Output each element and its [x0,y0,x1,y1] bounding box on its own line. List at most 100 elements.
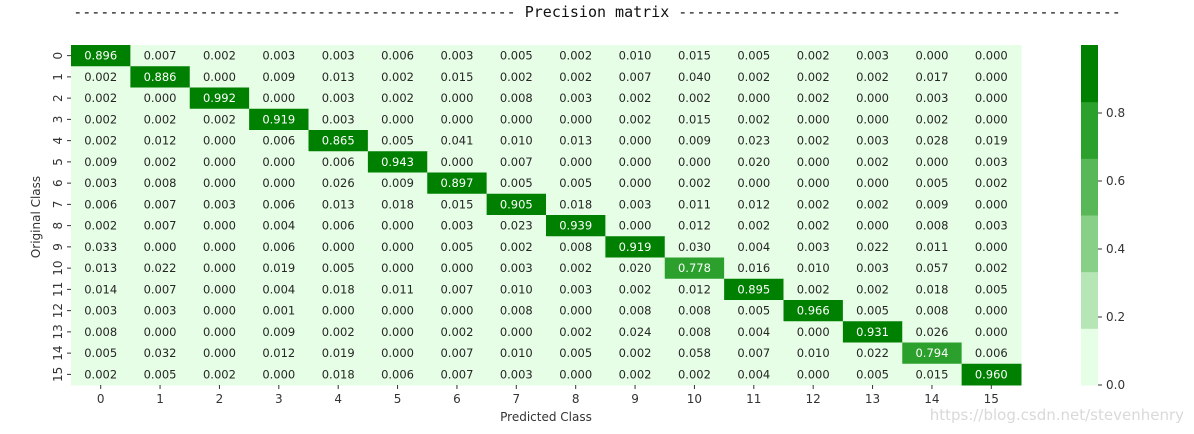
heatmap-cell [902,108,963,131]
cell-value-label: 0.019 [975,134,1008,148]
cell-value-label: 0.000 [203,176,236,190]
x-tick-label: 3 [275,392,283,406]
cell-value-label: 0.012 [678,219,711,233]
cell-value-label: 0.004 [262,282,295,296]
heatmap-cell [605,108,666,131]
cell-value-label: 0.000 [619,155,652,169]
cell-value-label: 0.008 [915,219,948,233]
chart-title: ----------------------------------------… [73,3,1121,21]
heatmap-cell [427,193,488,216]
heatmap-cell [486,66,547,88]
heatmap-cell [842,66,903,88]
heatmap-cell [546,321,606,343]
cell-value-label: 0.919 [619,240,652,254]
cell-value-label: 0.002 [500,240,533,254]
cell-value-label: 0.000 [262,367,295,381]
cell-value-label: 0.004 [737,240,770,254]
heatmap-cell [427,66,488,88]
cell-value-label: 0.992 [203,91,236,105]
x-tick-label: 13 [865,392,880,406]
cell-value-label: 0.002 [559,70,592,84]
cell-value-label: 0.023 [500,219,533,233]
cell-value-label: 0.022 [856,240,889,254]
x-tick-label: 1 [156,392,164,406]
heatmap-cell [367,321,428,343]
y-tick-label: 14 [51,345,65,360]
heatmap-cell [961,151,1022,173]
heatmap-cell [902,321,963,343]
heatmap-cell [486,257,547,280]
heatmap-cell [664,215,725,237]
cell-value-label: 0.006 [381,367,414,381]
cell-value-label: 0.005 [84,346,117,360]
cell-value-label: 0.005 [500,49,533,63]
heatmap-cell [71,257,131,280]
cell-value-label: 0.000 [619,134,652,148]
heatmap-cell [961,257,1022,280]
cell-value-label: 0.007 [144,49,177,63]
heatmap-cell [427,108,488,131]
heatmap-cell [71,130,131,152]
heatmap-cell [189,66,250,88]
heatmap-cell [724,130,785,152]
cell-value-label: 0.006 [975,346,1008,360]
heatmap-cell [783,172,844,195]
heatmap-cell [783,151,844,173]
cell-value-label: 0.023 [737,134,770,148]
heatmap-cell [427,236,488,258]
heatmap-cell [724,321,785,343]
cell-value-label: 0.002 [856,197,889,211]
x-tick-label: 9 [631,392,639,406]
heatmap-cell [783,257,844,280]
heatmap-cell [664,257,725,280]
heatmap-cell [664,66,725,88]
cell-value-label: 0.002 [619,346,652,360]
cell-value-label: 0.004 [262,219,295,233]
cell-value-label: 0.000 [381,346,414,360]
heatmap-cell [961,87,1022,110]
heatmap-cell [961,45,1022,67]
cell-value-label: 0.939 [559,219,592,233]
cell-value-label: 0.002 [797,219,830,233]
heatmap-cell [130,193,191,216]
heatmap-cell [724,342,785,365]
cell-value-label: 0.012 [737,197,770,211]
heatmap-cell [249,172,310,195]
heatmap-cell [486,300,547,322]
heatmap-cell [842,45,903,67]
heatmap-cell [842,342,903,365]
heatmap-cell [546,87,606,110]
heatmap-cell [189,363,250,386]
cell-value-label: 0.005 [559,176,592,190]
heatmap-cell [783,278,844,301]
cell-value-label: 0.000 [856,219,889,233]
heatmap-cell [605,342,666,365]
heatmap-cell [783,87,844,110]
heatmap-cell [71,321,131,343]
cell-value-label: 0.002 [84,134,117,148]
heatmap-cell [605,215,666,237]
heatmap-cell [842,87,903,110]
cell-value-label: 0.017 [915,70,948,84]
cell-value-label: 0.009 [84,155,117,169]
cell-value-label: 0.005 [381,134,414,148]
x-tick-label: 12 [806,392,821,406]
heatmap-cell [902,172,963,195]
heatmap-cell [902,342,963,365]
cell-value-label: 0.007 [737,346,770,360]
heatmap-cell [842,300,903,322]
heatmap-cell [308,172,369,195]
cell-value-label: 0.007 [619,70,652,84]
cell-value-label: 0.003 [84,304,117,318]
heatmap-cell [902,363,963,386]
heatmap-cell [249,321,310,343]
cell-value-label: 0.002 [797,197,830,211]
y-tick-label: 0 [51,52,65,60]
heatmap-cell [308,342,369,365]
y-tick-label: 11 [51,282,65,297]
cell-value-label: 0.000 [797,176,830,190]
heatmap-cell [308,66,369,88]
x-tick-label: 8 [572,392,580,406]
heatmap-cell [783,342,844,365]
heatmap-cell [249,87,310,110]
